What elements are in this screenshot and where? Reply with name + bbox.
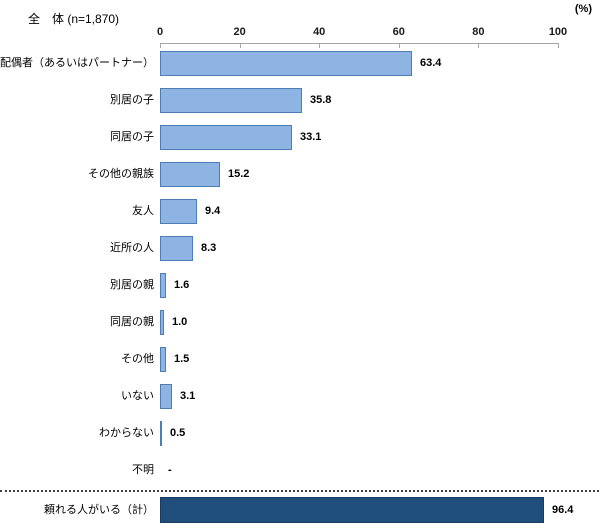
category-label: 不明 [132,464,154,476]
category-label: わからない [99,427,154,439]
percent-unit-label: (%) [574,3,592,15]
value-label: 9.4 [205,205,221,217]
total-separator-line [0,490,599,492]
x-axis-tick-label: 100 [548,26,568,38]
x-axis-line [160,43,558,44]
bar [160,162,220,187]
value-label: 33.1 [300,131,322,143]
value-label: 1.6 [174,279,190,291]
x-axis-tick-mark [399,43,400,48]
bar [160,347,166,372]
bar [160,273,166,298]
bar [160,236,193,261]
category-label: 別居の親 [110,279,154,291]
value-label: - [168,464,172,476]
bar [160,88,302,113]
category-label: 友人 [132,205,154,217]
bar [160,384,172,409]
x-axis-tick-mark [160,43,161,48]
category-label: 近所の人 [110,242,154,254]
value-label: 15.2 [228,168,250,180]
x-axis-tick-mark [478,43,479,48]
bar [160,51,412,76]
category-label: 配偶者（あるいはパートナー） [0,57,154,69]
category-label: 別居の子 [110,94,154,106]
bar [160,310,164,335]
x-axis-tick-mark [240,43,241,48]
bar [160,199,197,224]
bar [160,421,162,446]
value-label: 1.0 [172,316,188,328]
x-axis-tick-mark [558,43,559,48]
x-axis-tick-label: 60 [392,26,405,38]
sample-size-label: 全 体 (n=1,870) [28,12,120,26]
category-label: 同居の子 [110,131,154,143]
x-axis-tick-mark [319,43,320,48]
x-axis-tick-label: 40 [313,26,326,38]
value-label: 3.1 [180,390,196,402]
x-axis-tick-label: 0 [156,26,164,38]
value-label: 0.5 [170,427,186,439]
x-axis-tick-label: 80 [472,26,485,38]
total-value-label: 96.4 [552,504,574,516]
category-label: 同居の親 [110,316,154,328]
value-label: 35.8 [310,94,332,106]
value-label: 8.3 [201,242,217,254]
value-label: 1.5 [174,353,190,365]
category-label: その他の親族 [88,168,154,180]
value-label: 63.4 [420,57,442,69]
total-category-label: 頼れる人がいる（計） [44,504,154,516]
category-label: その他 [121,353,154,365]
total-bar [160,497,544,523]
bar [160,125,292,150]
category-label: いない [121,390,154,402]
x-axis-tick-label: 20 [233,26,246,38]
